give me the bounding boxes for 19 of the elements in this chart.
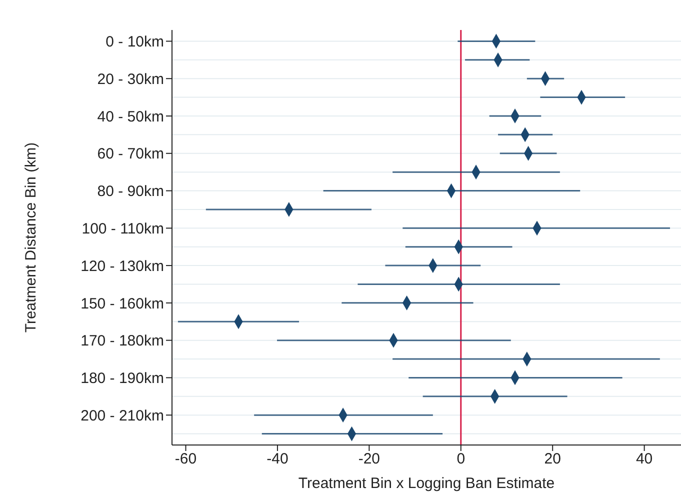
x-tick-label: 0 [456, 450, 466, 468]
y-tick-label: 180 - 190km [80, 370, 164, 388]
x-tick-label: -40 [266, 450, 288, 468]
y-tick-label: 170 - 180km [80, 332, 164, 350]
y-tick-label: 20 - 30km [97, 70, 164, 88]
x-tick-label: 20 [544, 450, 561, 468]
y-tick-label: 60 - 70km [97, 146, 164, 163]
x-axis-title: Treatment Bin x Logging Ban Estimate [298, 475, 555, 492]
y-tick-label: 120 - 130km [80, 258, 164, 275]
y-tick-label: 200 - 210km [80, 407, 164, 424]
y-tick-label: 150 - 160km [80, 295, 164, 312]
y-tick-label: 80 - 90km [97, 183, 164, 200]
x-tick-label: 40 [636, 450, 653, 468]
x-tick-label: -60 [174, 450, 197, 468]
y-tick-label: 100 - 110km [82, 220, 164, 238]
y-tick-label: 40 - 50km [97, 108, 164, 126]
x-tick-label: -20 [358, 450, 380, 468]
y-tick-label: 0 - 10km [106, 34, 164, 51]
y-axis-title: Treatment Distance Bin (km) [22, 142, 40, 333]
